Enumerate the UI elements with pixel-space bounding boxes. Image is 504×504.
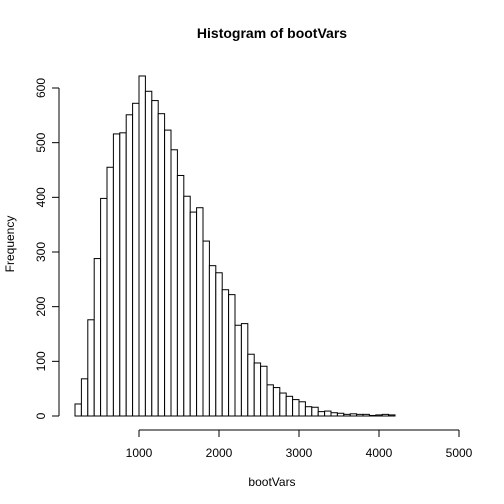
histogram-bar bbox=[151, 100, 159, 417]
histogram-bar bbox=[343, 413, 351, 417]
histogram-bar bbox=[336, 412, 345, 417]
x-tick-label: 5000 bbox=[446, 446, 473, 460]
y-tick-label: 500 bbox=[34, 132, 48, 152]
histogram-bar bbox=[215, 272, 223, 417]
histogram-bar bbox=[304, 406, 313, 417]
histogram-bar bbox=[189, 211, 198, 417]
y-tick-label: 100 bbox=[34, 351, 48, 371]
histogram-bar bbox=[93, 258, 102, 417]
histogram-bar bbox=[138, 75, 146, 417]
histogram-bar bbox=[234, 324, 242, 417]
x-tick-label: 4000 bbox=[366, 446, 393, 460]
x-axis: 1000 2000 3000 4000 5000 bbox=[126, 429, 473, 460]
histogram-bar bbox=[157, 113, 166, 417]
histogram-bar bbox=[202, 240, 210, 417]
histogram-bar bbox=[176, 174, 185, 417]
histogram-bar bbox=[362, 413, 370, 417]
histogram-bar bbox=[132, 102, 140, 417]
histogram-bar bbox=[228, 294, 236, 417]
chart-title: Histogram of bootVars bbox=[197, 25, 347, 41]
histogram-bar bbox=[388, 414, 396, 417]
histogram-bar bbox=[311, 406, 319, 417]
histogram-bar bbox=[240, 323, 249, 417]
histogram-bar bbox=[247, 353, 255, 417]
histogram-bar bbox=[119, 132, 127, 417]
histogram-bar bbox=[100, 197, 108, 417]
histogram-bar bbox=[144, 90, 153, 417]
x-tick-label: 1000 bbox=[126, 446, 153, 460]
histogram-bar bbox=[317, 411, 326, 417]
histogram-bar bbox=[164, 129, 172, 417]
histogram-bar bbox=[170, 149, 178, 417]
histogram-bar bbox=[253, 362, 262, 417]
histogram-bar bbox=[324, 410, 332, 417]
histogram-bar bbox=[208, 265, 217, 417]
y-tick-label: 300 bbox=[34, 242, 48, 262]
histogram-bar bbox=[375, 414, 383, 417]
histogram-bar bbox=[74, 403, 82, 417]
x-axis-label: bootVars bbox=[248, 475, 295, 489]
histogram-bar bbox=[125, 114, 134, 417]
histogram-bar bbox=[87, 319, 95, 417]
histogram-bar bbox=[80, 378, 89, 417]
histogram-bar bbox=[368, 414, 377, 417]
histogram-bar bbox=[381, 413, 390, 417]
y-tick-label: 200 bbox=[34, 296, 48, 316]
histogram-bar bbox=[196, 207, 204, 417]
x-tick-label: 3000 bbox=[286, 446, 313, 460]
x-tick-label: 2000 bbox=[206, 446, 233, 460]
y-tick-label: 0 bbox=[34, 412, 48, 419]
histogram-bar bbox=[330, 412, 338, 417]
y-axis-label: Frequency bbox=[3, 216, 17, 273]
y-tick-label: 400 bbox=[34, 187, 48, 207]
histogram-bar bbox=[272, 387, 281, 417]
histogram-bar bbox=[221, 289, 230, 417]
histogram-bar bbox=[266, 384, 274, 417]
y-axis: 0 100 200 300 400 500 600 bbox=[34, 78, 60, 419]
y-tick-label: 600 bbox=[34, 78, 48, 98]
histogram-bar bbox=[349, 413, 358, 417]
histogram-bar bbox=[292, 399, 300, 417]
histogram-bar bbox=[112, 133, 121, 417]
histogram-bar bbox=[285, 395, 294, 417]
histogram-bar bbox=[106, 166, 114, 417]
histogram-bar bbox=[356, 413, 364, 417]
histogram-bar bbox=[298, 401, 306, 417]
histogram-bar bbox=[183, 195, 191, 417]
histogram-bar bbox=[260, 365, 268, 417]
histogram-bar bbox=[279, 392, 287, 417]
bars-group bbox=[74, 75, 396, 417]
